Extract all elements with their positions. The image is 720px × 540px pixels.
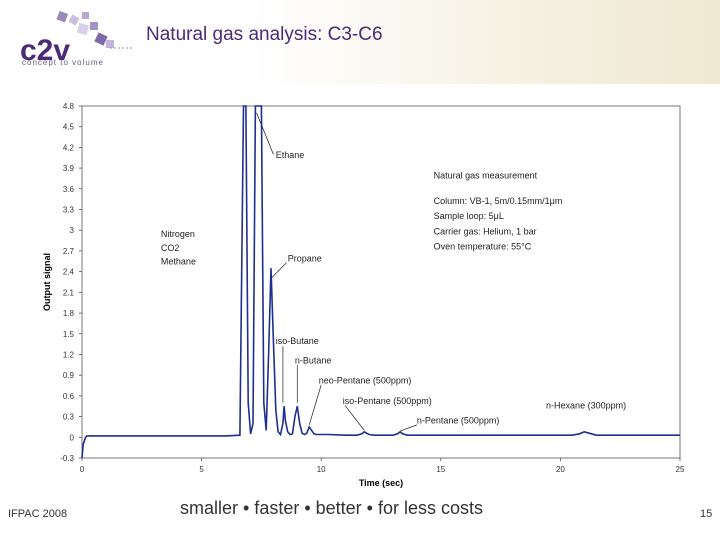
y-tick-label: 4.2 — [63, 143, 75, 152]
chart-annotation: CO2 — [161, 243, 180, 253]
y-tick-label: 1.2 — [63, 350, 75, 359]
y-tick-label: 0.3 — [63, 413, 75, 422]
y-tick-label: 3.6 — [63, 185, 75, 194]
header-band — [0, 0, 720, 84]
chart-annotations: Ethane Nitrogen CO2 Methane Propane iso-Butan… — [161, 112, 626, 432]
annotation-leader — [400, 424, 418, 432]
x-tick-label: 20 — [556, 465, 565, 474]
y-tick-label: 0.9 — [63, 371, 75, 380]
y-tick-label: 3.3 — [63, 206, 75, 215]
chart-annotation: Propane — [288, 253, 322, 263]
y-tick-label: 3 — [70, 226, 75, 235]
y-tick-label: -0.3 — [60, 454, 74, 463]
annotation-leader — [270, 262, 287, 279]
c2v-logo: c2v — [14, 10, 134, 74]
signal-trace — [81, 105, 680, 459]
chart-annotation: Natural gas measurement — [434, 170, 538, 180]
footer-event: IFPAC 2008 — [8, 508, 68, 520]
y-tick-label: 0.6 — [63, 392, 75, 401]
chart-annotation: Methane — [161, 257, 196, 267]
chart-axes — [81, 105, 681, 459]
chart-annotation: n-Pentane (500ppm) — [417, 415, 500, 425]
x-tick-label: 10 — [317, 465, 326, 474]
chart-annotation: Oven temperature: 55°C — [434, 242, 532, 252]
chart-ticks: 0 5 10 15 20 25 -0.3 0 0.3 0.6 0.9 1.2 1.5 1.8 2.1 2.4 2… — [60, 102, 685, 474]
y-axis-label: Output signal — [42, 253, 52, 311]
y-tick-label: 4.5 — [63, 123, 75, 132]
chart-annotation: iso-Pentane (500ppm) — [343, 396, 432, 406]
x-tick-label: 5 — [199, 465, 204, 474]
chromatogram-chart: 0 5 10 15 20 25 -0.3 0 0.3 0.6 0.9 1.2 1.5 1.8 2.1 2.4 2… — [40, 96, 700, 496]
logo-tagline: concept to volume — [22, 58, 104, 67]
y-tick-label: 3.9 — [63, 164, 75, 173]
y-tick-label: 4.8 — [63, 102, 75, 111]
chart-annotation: Nitrogen — [161, 229, 195, 239]
y-tick-label: 2.7 — [63, 247, 75, 256]
x-tick-label: 15 — [436, 465, 445, 474]
y-tick-label: 2.4 — [63, 268, 75, 277]
chart-annotation: Carrier gas: Helium, 1 bar — [434, 226, 537, 236]
y-tick-label: 1.5 — [63, 330, 75, 339]
footer-tagline: smaller • faster • better • for less cos… — [180, 498, 483, 518]
logo-wordmark: c2v — [20, 34, 70, 67]
x-tick-label: 25 — [676, 465, 685, 474]
annotation-leader — [308, 384, 322, 425]
chart-annotation: Ethane — [276, 150, 305, 160]
x-tick-label: 0 — [80, 465, 85, 474]
y-tick-label: 0 — [70, 433, 75, 442]
chart-annotation: Column: VB-1, 5m/0.15mm/1μm — [434, 196, 563, 206]
chart-annotation: Sample loop: 5μL — [434, 211, 504, 221]
x-axis-label: Time (sec) — [359, 478, 403, 488]
chart-annotation: n-Butane — [295, 355, 332, 365]
annotation-leader — [256, 112, 274, 155]
chart-annotation: n-Hexane (300ppm) — [546, 400, 626, 410]
y-tick-label: 1.8 — [63, 309, 75, 318]
annotation-leader — [344, 405, 365, 431]
chart-annotation: neo-Pentane (500ppm) — [319, 375, 412, 385]
chart-annotation: iso-Butane — [276, 336, 319, 346]
y-tick-label: 2.1 — [63, 288, 75, 297]
page-number: 15 — [700, 508, 713, 520]
page-title: Natural gas analysis: C3-C6 — [146, 24, 383, 45]
plot-frame — [81, 105, 681, 459]
